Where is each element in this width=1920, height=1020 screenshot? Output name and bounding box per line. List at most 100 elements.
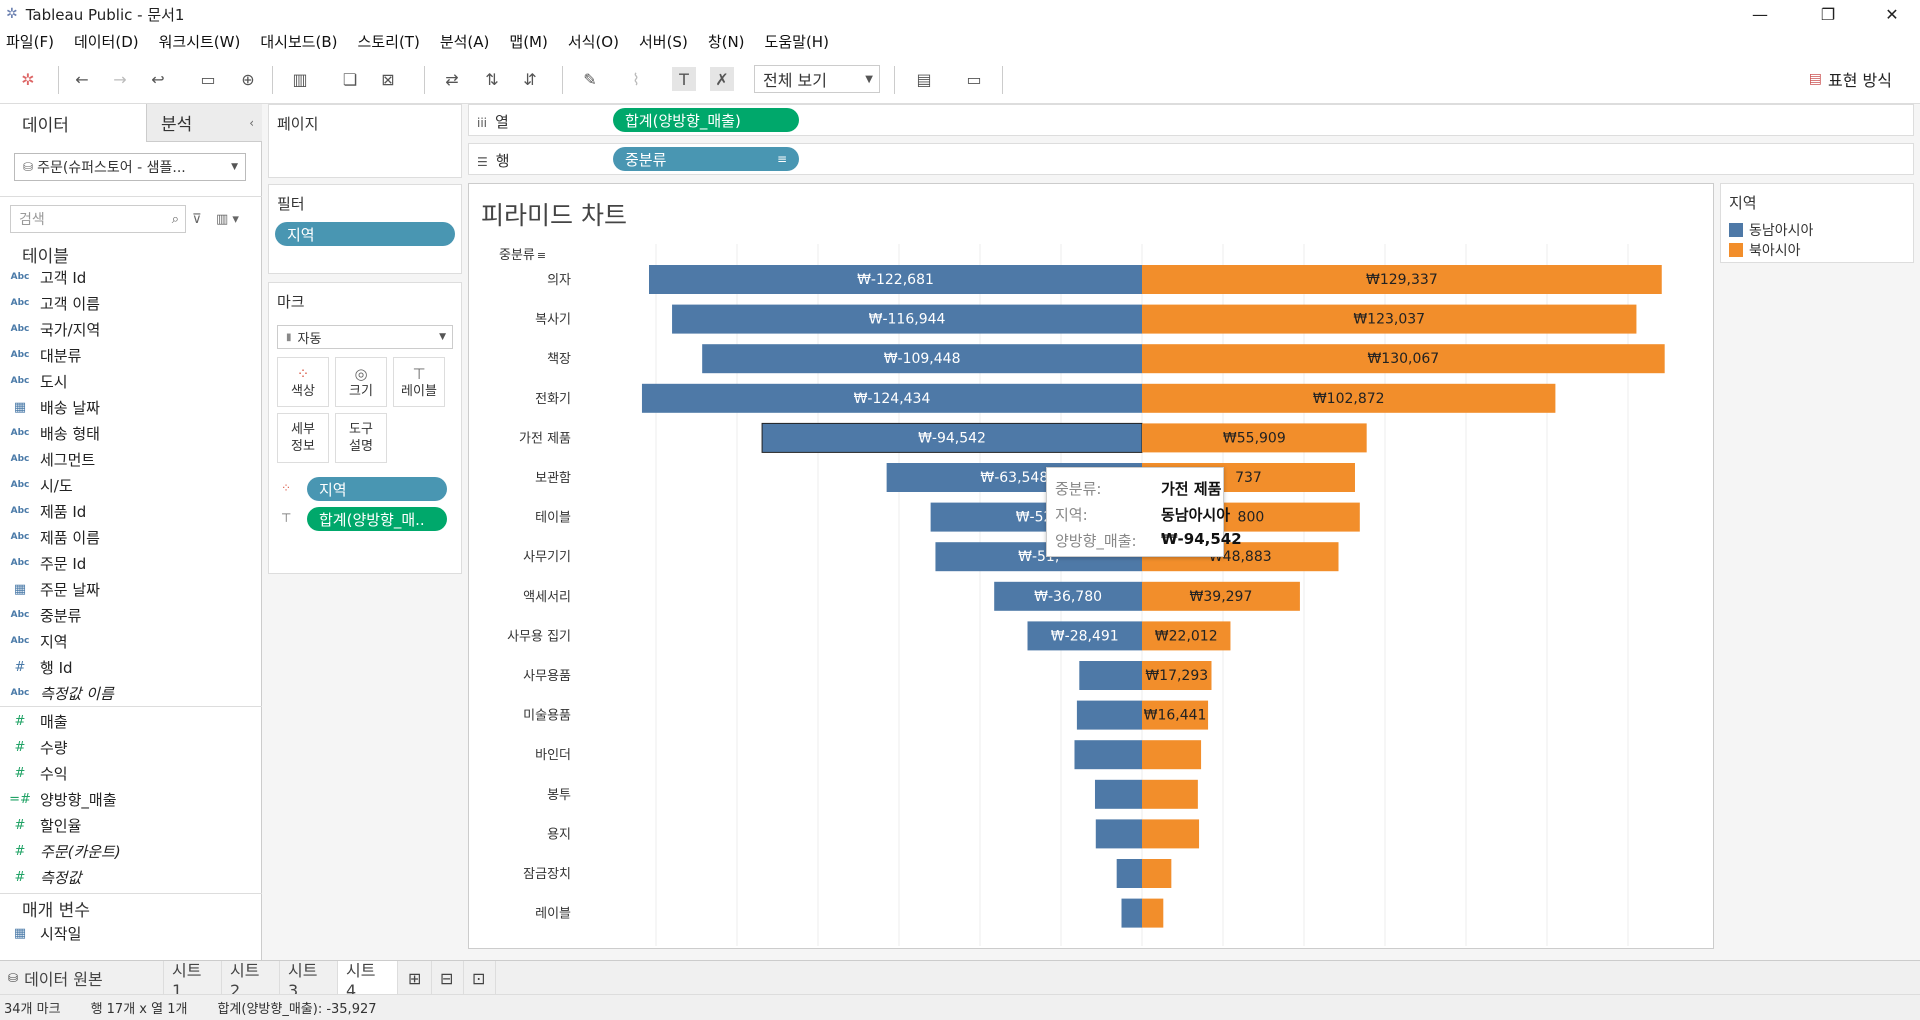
menu-item[interactable]: 서버(S) [638, 32, 688, 51]
tab-sheet-4[interactable]: 시트 4 [338, 961, 398, 1000]
bar[interactable] [1142, 661, 1212, 690]
field-item[interactable]: ▦ 주문 날짜 [0, 576, 262, 602]
field-item[interactable]: # 매출 [0, 708, 262, 734]
bar[interactable] [1142, 265, 1662, 294]
bar[interactable] [761, 422, 1143, 453]
field-item[interactable]: Abc 제품 Id [0, 498, 262, 524]
category-label[interactable]: 사무기기 [523, 550, 571, 565]
view-options-icon[interactable]: ▥ ▾ [216, 212, 239, 227]
tab-sheet-3[interactable]: 시트 3 [280, 961, 338, 1000]
show-labels-icon[interactable]: T [672, 67, 696, 91]
bar[interactable] [1142, 383, 1556, 413]
menu-item[interactable]: 파일(F) [6, 32, 54, 51]
columns-pill[interactable]: 합계(양방향_매출) [613, 108, 799, 132]
field-item[interactable]: Abc 대분류 [0, 342, 262, 368]
field-item[interactable]: Abc 주문 Id [0, 550, 262, 576]
legend-item[interactable]: 북아시아 [1729, 240, 1801, 260]
bar[interactable] [1116, 859, 1142, 888]
category-label[interactable]: 사무용 집기 [507, 629, 571, 644]
field-item[interactable]: =# 양방향_매출 [0, 786, 262, 812]
sort-asc-icon[interactable]: ⇅ [485, 69, 499, 89]
bar[interactable] [1142, 779, 1198, 809]
clear-sheet-icon[interactable]: ⊠ [381, 69, 395, 89]
tab-sheet-1[interactable]: 시트 1 [164, 961, 222, 1000]
marks-pill-sum[interactable]: 합계(양방향_매.. [307, 507, 447, 531]
new-worksheet-icon[interactable]: ▥ [292, 69, 308, 89]
save-icon[interactable]: ▭ [200, 69, 216, 89]
detail-button[interactable]: 세부 정보 [277, 413, 329, 463]
bar[interactable] [1095, 819, 1142, 849]
bar[interactable] [1142, 700, 1209, 730]
field-item[interactable]: # 할인율 [0, 812, 262, 838]
bar[interactable] [702, 344, 1142, 374]
bar[interactable] [994, 581, 1142, 611]
bar[interactable] [649, 265, 1142, 294]
bar[interactable] [1076, 700, 1142, 730]
category-label[interactable]: 가전 제품 [519, 431, 571, 446]
category-label[interactable]: 의자 [547, 273, 571, 288]
tab-data[interactable]: 데이터 [0, 104, 146, 142]
category-label[interactable]: 바인더 [535, 748, 571, 763]
category-label[interactable]: 미술용품 [523, 709, 571, 724]
new-dashboard-icon[interactable]: ⊟ [432, 961, 464, 995]
menu-item[interactable]: 맵(M) [509, 32, 548, 51]
tooltip-button[interactable]: 도구 설명 [335, 413, 387, 463]
field-item[interactable]: Abc 고객 이름 [0, 290, 262, 316]
tab-datasource[interactable]: ⛁ 데이터 원본 [0, 961, 164, 995]
collapse-icon[interactable]: ‹ [249, 115, 254, 130]
menu-item[interactable]: 창(N) [707, 32, 745, 51]
category-label[interactable]: 전화기 [535, 392, 571, 407]
bar[interactable] [1074, 740, 1142, 770]
tab-analysis[interactable]: 분석 ‹ [146, 104, 262, 142]
bar[interactable] [641, 383, 1142, 413]
redo-icon[interactable]: → [113, 69, 127, 89]
row-header[interactable]: 중분류 ≡ [499, 244, 546, 263]
field-item[interactable]: # 주문(카운트) [0, 838, 262, 864]
field-item[interactable]: Abc 중분류 [0, 602, 262, 628]
legend-item[interactable]: 동남아시아 [1729, 220, 1813, 240]
menu-item[interactable]: 스토리(T) [357, 32, 420, 51]
bar[interactable] [1121, 898, 1142, 928]
new-worksheet-icon[interactable]: ⊞ [400, 961, 432, 995]
category-label[interactable]: 봉투 [547, 788, 571, 803]
new-story-icon[interactable]: ⊡ [464, 961, 496, 995]
field-item[interactable]: Abc 시/도 [0, 472, 262, 498]
datasource-select[interactable]: ⛁ 주문(슈퍼스토어 - 샘플... ▼ [14, 153, 246, 181]
highlight-icon[interactable]: ✎ [583, 69, 597, 89]
marks-pill-region[interactable]: 지역 [307, 477, 447, 501]
sort-desc-icon[interactable]: ⇵ [523, 69, 537, 89]
category-label[interactable]: 액세서리 [523, 590, 571, 605]
tab-sheet-2[interactable]: 시트 2 [222, 961, 280, 1000]
field-item[interactable]: Abc 고객 Id [0, 264, 262, 290]
bar[interactable] [1142, 344, 1665, 374]
menu-item[interactable]: 분석(A) [439, 32, 490, 51]
field-item[interactable]: # 수량 [0, 734, 262, 760]
mark-type-select[interactable]: ▮ 자동 ▼ [277, 325, 453, 349]
field-item[interactable]: ▦ 배송 날짜 [0, 394, 262, 420]
bar[interactable] [1142, 423, 1367, 453]
undo-icon[interactable]: ← [75, 69, 89, 89]
field-item[interactable]: Abc 측정값 이름 [0, 680, 262, 706]
bar[interactable] [1142, 898, 1164, 928]
fix-axes-icon[interactable]: ✗ [710, 67, 734, 91]
bar[interactable] [1027, 621, 1142, 651]
bar[interactable] [1142, 859, 1172, 888]
color-button[interactable]: ⁘ 색상 [277, 357, 329, 407]
label-button[interactable]: ⊤ 레이블 [393, 357, 445, 407]
field-item[interactable]: Abc 제품 이름 [0, 524, 262, 550]
minimize-button[interactable]: — [1752, 4, 1768, 24]
category-label[interactable]: 사무용품 [523, 669, 571, 684]
close-button[interactable]: ✕ [1885, 4, 1899, 24]
category-label[interactable]: 용지 [547, 827, 571, 842]
field-item[interactable]: Abc 도시 [0, 368, 262, 394]
bar[interactable] [1094, 779, 1142, 809]
category-label[interactable]: 레이블 [535, 907, 571, 922]
filter-icon[interactable]: ⊽ [192, 212, 202, 227]
bar[interactable] [1142, 581, 1300, 611]
restore-button[interactable]: ❐ [1820, 4, 1836, 24]
field-item[interactable]: Abc 세그먼트 [0, 446, 262, 472]
group-icon[interactable]: ⌇ [632, 69, 640, 89]
field-item[interactable]: Abc 지역 [0, 628, 262, 654]
size-button[interactable]: ◎ 크기 [335, 357, 387, 407]
category-label[interactable]: 테이블 [535, 511, 571, 526]
